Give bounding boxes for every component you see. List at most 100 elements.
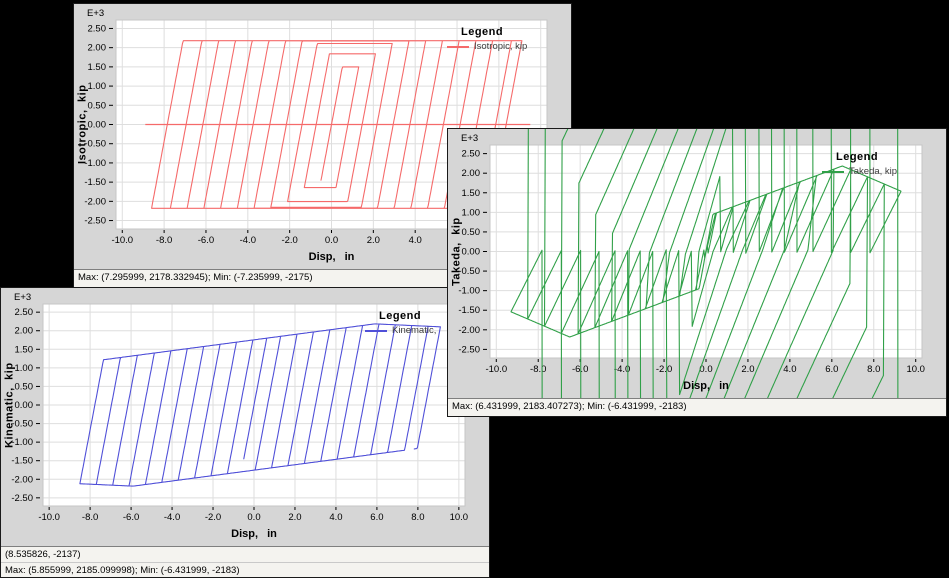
svg-text:2.50: 2.50: [462, 149, 481, 160]
svg-text:2.0: 2.0: [741, 364, 754, 375]
svg-text:1.50: 1.50: [462, 188, 481, 199]
y-axis-title: Kinematic, kip: [3, 362, 16, 448]
svg-text:0.0: 0.0: [699, 364, 712, 375]
svg-text:10.0: 10.0: [906, 364, 925, 375]
svg-text:2.0: 2.0: [288, 512, 301, 523]
window-kinematic[interactable]: -10.0 -8.0 -6.0 -4.0 -2.0 0.0 2.0 4.0 6.0 8.0 10.0…: [0, 287, 490, 578]
unit-multiplier-label: E+3: [87, 8, 105, 19]
svg-text:-1.50: -1.50: [458, 305, 480, 316]
status-maxmin: Max: (6.431999, 2183.407273); Min: (-6.4…: [452, 401, 687, 412]
svg-text:10.0: 10.0: [450, 512, 469, 523]
status-maxmin: Max: (5.855999, 2185.099998); Min: (-6.4…: [1, 562, 489, 577]
svg-text:-6.0: -6.0: [198, 235, 214, 246]
svg-text:-2.50: -2.50: [84, 216, 106, 227]
svg-text:0.50: 0.50: [15, 381, 34, 392]
svg-text:-1.50: -1.50: [84, 177, 106, 188]
svg-text:-1.00: -1.00: [11, 437, 33, 448]
svg-text:0.0: 0.0: [325, 235, 338, 246]
svg-text:-10.0: -10.0: [485, 364, 507, 375]
legend: Legend Takeda, kip: [798, 151, 932, 177]
svg-text:-10.0: -10.0: [38, 512, 60, 523]
svg-text:8.0: 8.0: [411, 512, 424, 523]
legend-label: Takeda, kip: [849, 166, 898, 177]
status-bar: Max: (7.295999, 2178.332945); Min: (-7.2…: [74, 269, 571, 287]
legend-item: Takeda, kip: [798, 166, 932, 177]
x-axis-title: Disp, in: [683, 380, 729, 392]
svg-text:-6.0: -6.0: [572, 364, 588, 375]
svg-text:1.00: 1.00: [88, 81, 107, 92]
svg-text:-2.00: -2.00: [11, 474, 33, 485]
svg-text:-2.50: -2.50: [458, 344, 480, 355]
svg-text:0.0: 0.0: [247, 512, 260, 523]
svg-text:1.50: 1.50: [88, 62, 107, 73]
x-axis-title: Disp, in: [231, 528, 277, 540]
legend: Legend Isotropic, kip: [423, 26, 557, 52]
plot-area-isotropic[interactable]: -10.0-8.0-6.0-4.0-2.00.02.04.06.08.010.0…: [74, 4, 571, 270]
y-axis-title: Takeda, kip: [450, 217, 463, 286]
svg-text:0.50: 0.50: [462, 227, 481, 238]
legend-item: Kinematic,: [341, 325, 475, 336]
svg-text:-0.50: -0.50: [84, 139, 106, 150]
status-maxmin: Max: (7.295999, 2178.332945); Min: (-7.2…: [78, 272, 313, 283]
svg-text:6.0: 6.0: [370, 512, 383, 523]
svg-text:-2.00: -2.00: [458, 325, 480, 336]
plot-area-takeda[interactable]: -10.0 -8.0 -6.0 -4.0 -2.0 0.0 2.0 4.0 6.0 8.0 10.0…: [448, 129, 946, 399]
svg-text:4.0: 4.0: [329, 512, 342, 523]
legend-title: Legend: [379, 310, 422, 322]
svg-text:2.50: 2.50: [15, 307, 34, 318]
svg-text:2.00: 2.00: [15, 326, 34, 337]
legend-label: Isotropic, kip: [474, 41, 528, 52]
svg-text:1.50: 1.50: [15, 344, 34, 355]
svg-text:-10.0: -10.0: [111, 235, 133, 246]
legend-title: Legend: [836, 151, 879, 163]
svg-text:-0.50: -0.50: [458, 266, 480, 277]
svg-text:-6.0: -6.0: [123, 512, 139, 523]
legend-line-sample: [822, 170, 844, 173]
svg-text:4.0: 4.0: [783, 364, 796, 375]
svg-text:-4.0: -4.0: [240, 235, 256, 246]
legend: Legend Kinematic,: [341, 310, 475, 336]
window-takeda[interactable]: -10.0 -8.0 -6.0 -4.0 -2.0 0.0 2.0 4.0 6.0 8.0 10.0…: [447, 128, 947, 417]
svg-text:2.00: 2.00: [88, 43, 107, 54]
svg-text:-0.50: -0.50: [11, 419, 33, 430]
svg-text:-1.50: -1.50: [11, 456, 33, 467]
status-bar: (8.535826, -2137) Max: (5.855999, 2185.0…: [1, 546, 489, 577]
y-axis-title: Isotropic, kip: [76, 84, 89, 165]
unit-multiplier-label: E+3: [14, 292, 32, 303]
legend-label: Kinematic,: [392, 325, 437, 336]
svg-text:1.00: 1.00: [462, 207, 481, 218]
svg-text:0.00: 0.00: [462, 247, 481, 258]
svg-text:-4.0: -4.0: [614, 364, 630, 375]
svg-text:0.00: 0.00: [88, 120, 107, 131]
svg-text:2.0: 2.0: [367, 235, 380, 246]
svg-text:0.00: 0.00: [15, 400, 34, 411]
svg-text:2.00: 2.00: [462, 168, 481, 179]
legend-line-sample: [447, 45, 469, 48]
svg-text:0.50: 0.50: [88, 100, 107, 111]
svg-text:-8.0: -8.0: [530, 364, 546, 375]
status-bar: Max: (6.431999, 2183.407273); Min: (-6.4…: [448, 398, 946, 416]
x-axis-title: Disp, in: [308, 251, 355, 263]
svg-text:1.00: 1.00: [15, 363, 34, 374]
legend-item: Isotropic, kip: [423, 41, 557, 52]
svg-text:-2.50: -2.50: [11, 493, 33, 504]
svg-text:4.0: 4.0: [409, 235, 422, 246]
legend-title: Legend: [461, 26, 504, 38]
svg-text:-2.00: -2.00: [84, 196, 106, 207]
svg-text:-2.0: -2.0: [205, 512, 221, 523]
unit-multiplier-label: E+3: [461, 133, 479, 144]
svg-text:-8.0: -8.0: [82, 512, 98, 523]
svg-text:-2.0: -2.0: [281, 235, 297, 246]
svg-text:6.0: 6.0: [825, 364, 838, 375]
plot-area-kinematic[interactable]: -10.0 -8.0 -6.0 -4.0 -2.0 0.0 2.0 4.0 6.0 8.0 10.0…: [1, 288, 489, 547]
svg-text:-1.00: -1.00: [458, 286, 480, 297]
svg-text:-4.0: -4.0: [164, 512, 180, 523]
legend-line-sample: [365, 329, 387, 332]
svg-text:2.50: 2.50: [88, 23, 107, 34]
svg-text:-8.0: -8.0: [156, 235, 172, 246]
svg-text:-1.00: -1.00: [84, 158, 106, 169]
svg-text:8.0: 8.0: [867, 364, 880, 375]
svg-text:-2.0: -2.0: [656, 364, 672, 375]
cursor-coordinates: (8.535826, -2137): [5, 549, 81, 560]
